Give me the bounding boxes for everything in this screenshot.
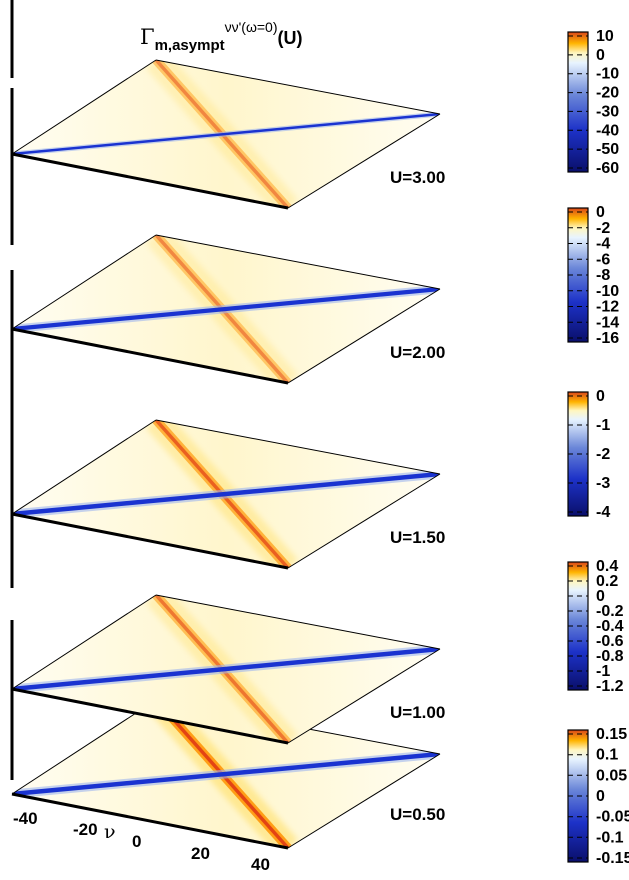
colorbar-tick-label: -0.2 <box>596 603 624 620</box>
edge-back-right <box>155 234 441 290</box>
colorbar-tick-label: -50 <box>596 141 619 158</box>
diagonal-stripe <box>12 286 440 332</box>
colorbar-tick-label: -0.1 <box>596 829 624 846</box>
panel-2: U=2.00 <box>11 234 445 385</box>
panels-group: U=0.50 U=1.00 U=1.50 U=2.00 U=3.00 <box>11 59 445 850</box>
colorbar-tick-label: -30 <box>596 103 619 120</box>
edge-front-left <box>11 327 289 385</box>
colorbar-tick-label: -6 <box>596 251 610 268</box>
x-tick-label: 0 <box>132 832 141 851</box>
colorbar-tick-label: -40 <box>596 122 619 139</box>
u-label: U=1.00 <box>390 703 445 722</box>
colorbar-tick-label: -0.6 <box>596 633 624 650</box>
colorbar-tick-label: -20 <box>596 85 619 102</box>
x-tick-label: -20 <box>73 820 98 839</box>
u-label: U=3.00 <box>390 168 445 187</box>
edge-back-left <box>11 594 157 690</box>
colorbar-tick-label: 0.4 <box>596 558 618 575</box>
edge-front-left <box>11 512 289 570</box>
colorbar-tick-label: -4 <box>596 236 610 253</box>
colorbar-tick-label: 0 <box>596 788 605 805</box>
colorbar-3: 0 -1 -2 -3 -4 <box>567 388 610 521</box>
colorbar-tick-label: -1 <box>596 663 610 680</box>
edge-back-right <box>155 594 441 650</box>
colorbar-tick-label: 0.2 <box>596 573 618 590</box>
colorbar-tick-label: 0.1 <box>596 747 618 764</box>
edge-front-right <box>287 288 441 384</box>
colorbar-tick-label: -10 <box>596 66 619 83</box>
edge-front-right <box>287 753 441 849</box>
colorbar-tick-label: -10 <box>596 283 619 300</box>
colorbar-tick-label: -16 <box>596 330 619 347</box>
colorbar-2: 0-2-4-6-8-10-12-14-16 <box>567 204 619 347</box>
colorbar-tick-label: -60 <box>596 160 619 177</box>
edge-front-left <box>11 687 289 745</box>
colorbar-tick-label: -4 <box>596 504 610 521</box>
edge-front-left <box>11 152 289 210</box>
diagonal-stripe <box>12 112 440 156</box>
colorbar-tick-label: 0.15 <box>596 726 627 743</box>
x-axis-label: ν <box>104 821 116 843</box>
colorbar-tick-label: -2 <box>596 220 610 237</box>
title-suffix: (U) <box>278 28 303 48</box>
edge-back-right <box>155 59 441 115</box>
colorbar-tick-label: -0.8 <box>596 648 624 665</box>
colorbar-tick-label: -2 <box>596 446 610 463</box>
edge-front-right <box>287 473 441 569</box>
edge-back-right <box>155 419 441 475</box>
u-label: U=0.50 <box>390 805 445 824</box>
x-tick-label: 20 <box>191 844 210 863</box>
edge-back-left <box>11 59 157 155</box>
colorbar-tick-label: -0.4 <box>596 618 624 635</box>
panel-4: U=1.00 <box>11 594 445 745</box>
u-label: U=2.00 <box>390 343 445 362</box>
panel-5: U=0.50 <box>11 699 445 850</box>
title-subscript: m,asympt <box>155 37 225 54</box>
colorbar-tick-label: 0 <box>596 388 605 405</box>
colorbar-tick-label: 0 <box>596 47 605 64</box>
colorbar-tick-label: -1 <box>596 417 610 434</box>
diagonal-stripe <box>12 751 440 797</box>
edge-back-left <box>11 234 157 330</box>
colorbar-gradient <box>567 31 589 173</box>
u-label: U=1.50 <box>390 528 445 547</box>
colorbar-tick-label: 0 <box>596 204 605 221</box>
edge-front-left <box>11 792 289 850</box>
title-superscript: νν'(ω=0) <box>225 19 278 35</box>
panel-3: U=1.50 <box>11 419 445 570</box>
colorbar-tick-label: -1.2 <box>596 678 624 695</box>
x-tick-label: 40 <box>251 855 270 874</box>
chart-title: Γm,asymptνν'(ω=0)(U) <box>140 19 303 54</box>
diagonal-stripe <box>12 646 440 692</box>
panel-1: U=3.00 <box>11 59 445 210</box>
edge-front-right <box>287 113 441 209</box>
colorbar-tick-label: -3 <box>596 475 610 492</box>
edge-back-left <box>11 699 157 795</box>
edge-front-right <box>287 648 441 744</box>
colorbar-tick-label: -8 <box>596 267 610 284</box>
edge-back-left <box>11 419 157 515</box>
colorbar-tick-label: -14 <box>596 314 619 331</box>
colorbar-tick-label: 0.05 <box>596 767 627 784</box>
colorbar-tick-label: -0.15 <box>596 850 629 867</box>
diagonal-stripe <box>12 471 440 517</box>
colorbar-tick-label: 10 <box>596 28 614 45</box>
x-tick-label: -40 <box>13 809 38 828</box>
x-axis: -40 -20 0 20 40 ν <box>13 809 270 874</box>
colorbar-1: 10 0 -10 -20-30 -40 -50 -60 <box>567 28 619 177</box>
colorbar-tick-label: -0.05 <box>596 809 629 826</box>
colorbar-tick-label: 0 <box>596 588 605 605</box>
colorbar-5: 0.15 0.1 0.05 0 -0.05 -0.1 -0.15 <box>567 726 629 867</box>
colorbar-tick-label: -12 <box>596 299 619 316</box>
colorbar-4: 0.40.20-0.2-0.4-0.6-0.8-1-1.2 <box>567 558 624 695</box>
title-base: Γ <box>140 25 155 49</box>
colorbars-group: 100-10-20-30-40-50-600-2-4-6-8-10-12-14-… <box>567 28 629 867</box>
